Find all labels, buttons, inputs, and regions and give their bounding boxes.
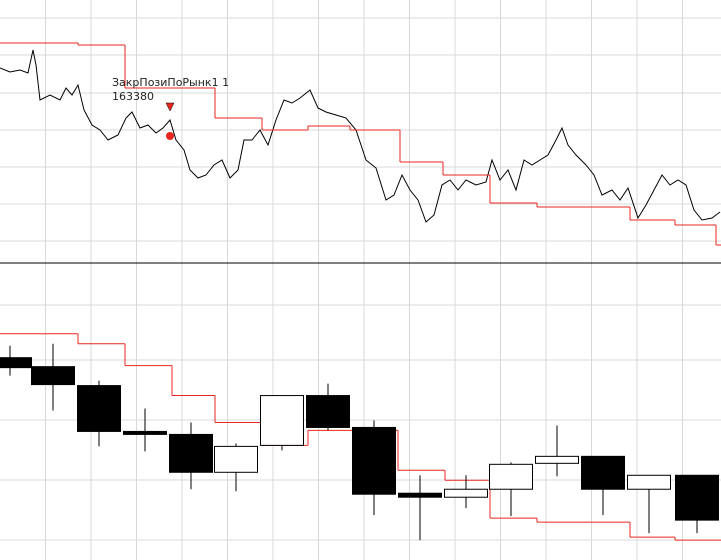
exit-arrow (165, 102, 175, 112)
candle-body (444, 488, 488, 498)
candle-body (77, 385, 121, 432)
candle-body (581, 455, 625, 490)
candle-body (260, 395, 304, 446)
candle-body (306, 395, 350, 428)
candle-body (627, 474, 671, 490)
candle-body (352, 426, 396, 495)
candle-body (31, 366, 75, 386)
annotation-text: ЗакрПозиПоРынк1 1 (112, 76, 229, 89)
candle-body (489, 463, 533, 490)
candle-body (169, 433, 213, 473)
candle-body (0, 357, 32, 369)
candle-body (535, 455, 579, 464)
exit-dot (166, 132, 174, 140)
candle-body (123, 430, 167, 435)
candle-body (675, 474, 719, 521)
candle-body (398, 492, 442, 498)
candle-body (214, 445, 258, 473)
annotation-price: 163380 (112, 90, 154, 103)
price-line (0, 49, 721, 223)
